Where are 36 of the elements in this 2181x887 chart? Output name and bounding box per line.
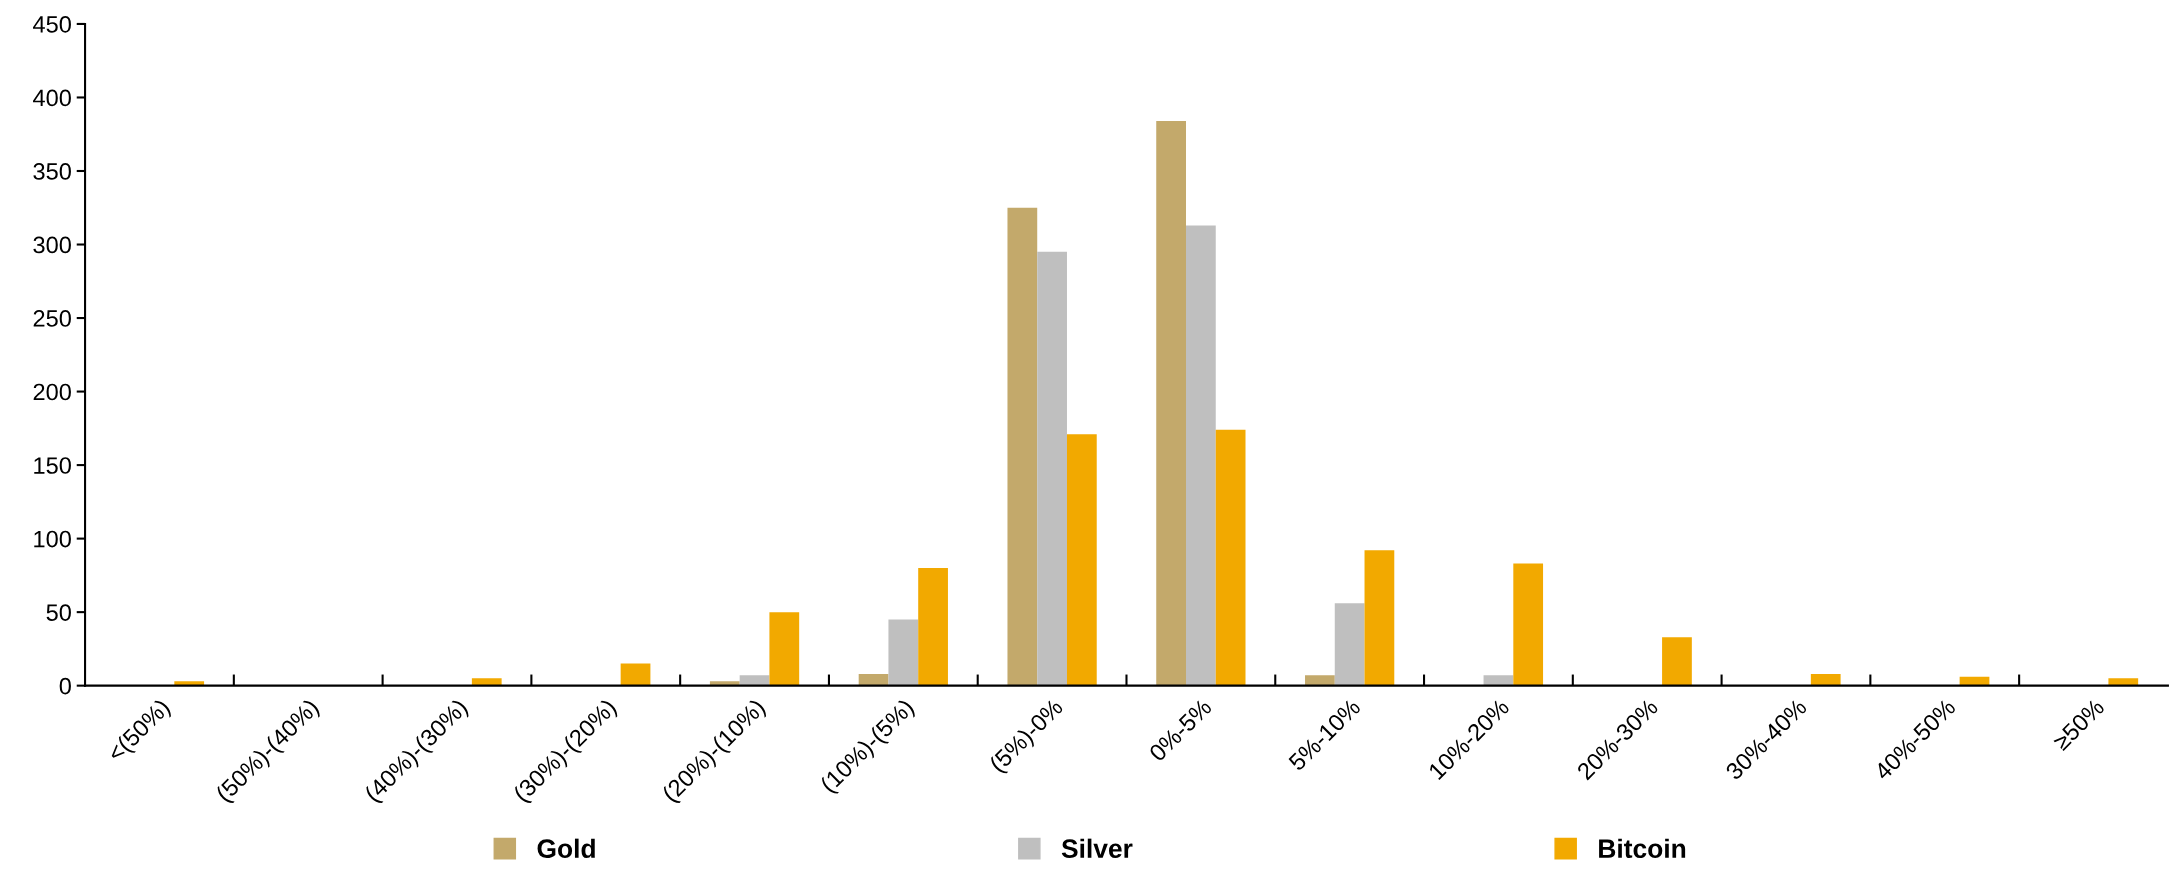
bar — [174, 681, 205, 686]
y-tick-label: 150 — [34, 457, 71, 474]
bar — [1066, 434, 1097, 686]
bar — [1215, 429, 1246, 686]
bar — [1334, 603, 1365, 686]
bar — [858, 673, 889, 686]
bar — [1186, 225, 1216, 686]
y-tick-label: 50 — [46, 604, 71, 621]
y-tick-label: 100 — [34, 530, 71, 548]
bar — [1037, 251, 1067, 686]
bar — [739, 675, 770, 686]
bar — [1364, 550, 1395, 686]
bar — [471, 678, 502, 686]
bar — [709, 681, 740, 686]
bar — [918, 568, 948, 686]
legend-label: Bitcoin — [1599, 838, 1686, 859]
bar — [888, 619, 919, 686]
bar — [1810, 673, 1841, 686]
y-tick-label: 250 — [33, 310, 71, 327]
legend-label: Gold — [537, 838, 595, 859]
bar — [1513, 563, 1544, 686]
bar — [1662, 637, 1692, 686]
bar — [769, 612, 800, 686]
bar — [1007, 207, 1038, 686]
legend-label: Silver — [1061, 838, 1133, 859]
y-tick-label: 0 — [59, 677, 71, 695]
y-tick-label: 400 — [33, 89, 71, 107]
y-tick-label: 300 — [33, 236, 71, 254]
y-tick-label: 200 — [33, 383, 71, 401]
bar — [2108, 678, 2139, 686]
bar — [620, 663, 651, 686]
bar — [1156, 121, 1186, 686]
bar — [1483, 675, 1514, 686]
bar — [1305, 675, 1335, 686]
y-tick-label: 450 — [33, 16, 71, 33]
y-tick-label: 350 — [33, 163, 71, 180]
